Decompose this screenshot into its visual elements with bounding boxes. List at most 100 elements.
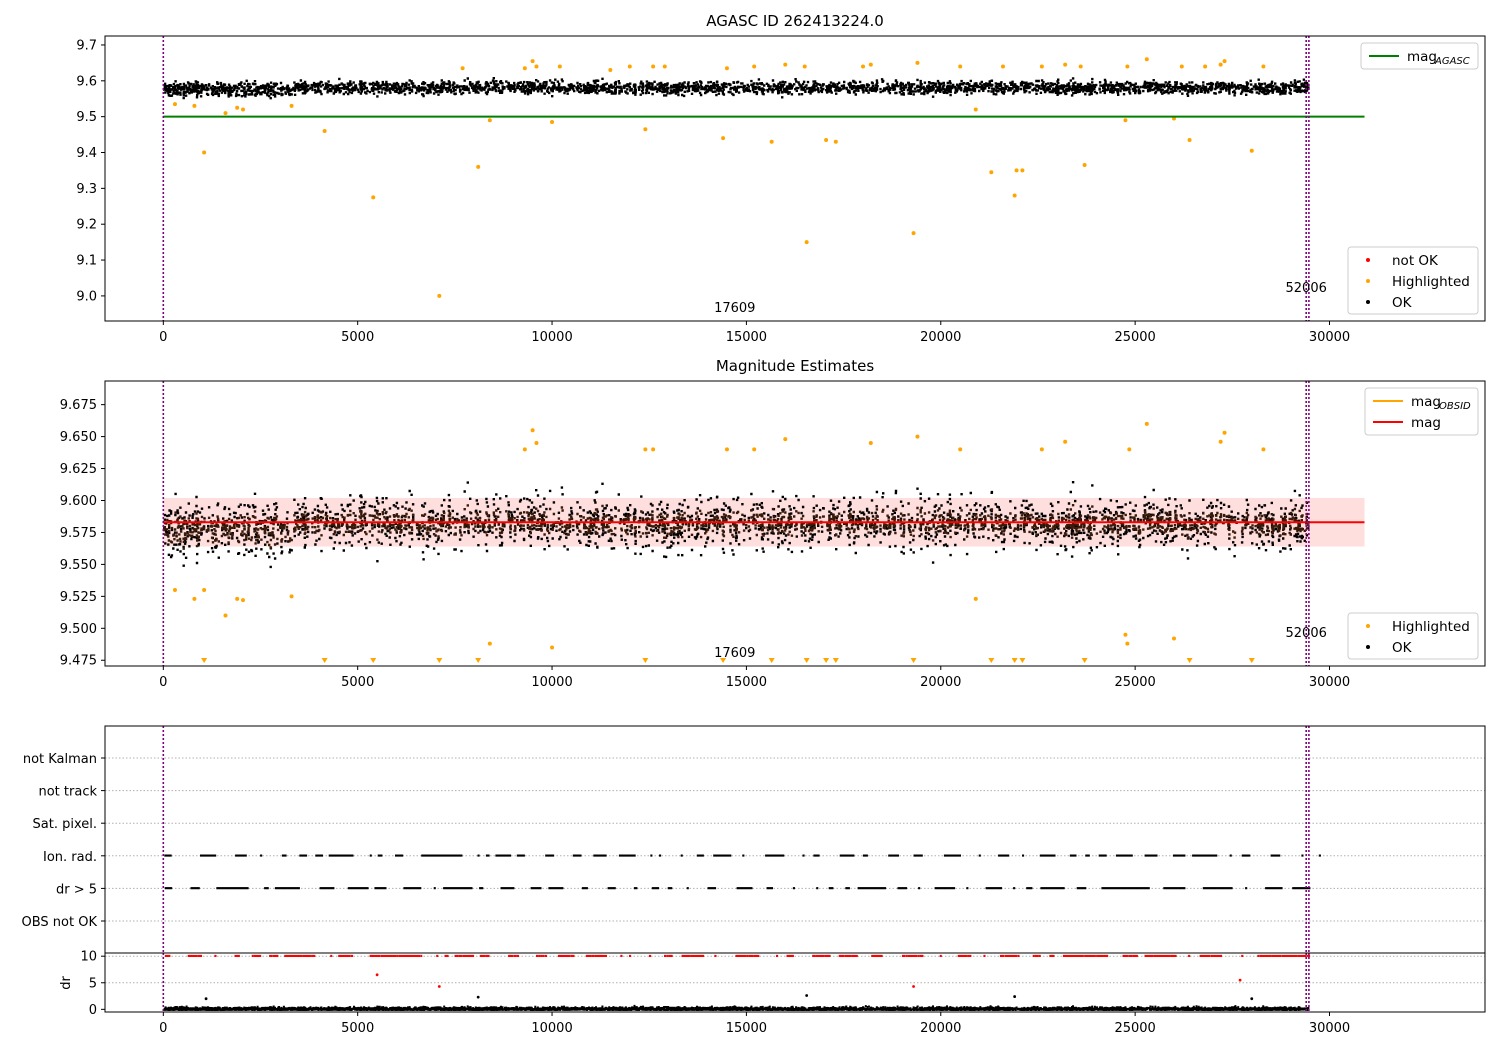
y-tick-label: 9.2	[76, 218, 97, 233]
highlighted-point	[627, 64, 632, 69]
out-of-range-marker	[1248, 658, 1255, 663]
highlighted-point	[608, 68, 613, 73]
x-tick-label: 0	[159, 675, 167, 690]
highlighted-point	[476, 164, 481, 169]
panel-flags: not Kalman not track Sat. pixel. Ion. rad. d…	[22, 725, 1486, 1036]
dr-outlier-point	[1250, 997, 1254, 1001]
highlighted-point	[172, 587, 177, 592]
legend-label: mag	[1411, 394, 1441, 410]
legend-label: mag	[1411, 415, 1441, 431]
flag-markers	[164, 854, 1321, 857]
highlighted-point	[989, 170, 994, 175]
highlighted-point	[911, 231, 916, 236]
obsid-label: 17609	[714, 646, 755, 661]
x-tick-label: 10000	[531, 675, 572, 690]
plot-area	[162, 381, 1365, 666]
panel-magnitude-estimates: 17609 52006 0 5000 10000 15000 20000 25000 30000…	[60, 380, 1486, 690]
x-tick-label: 0	[159, 330, 167, 345]
y-tick-label: 9.650	[60, 430, 97, 445]
highlighted-point	[460, 66, 465, 71]
axes-frame	[104, 35, 1486, 322]
highlighted-point	[1123, 632, 1128, 637]
highlighted-point	[1127, 447, 1132, 452]
out-of-range-marker	[1081, 658, 1088, 663]
highlighted-point	[1222, 430, 1227, 435]
out-of-range-marker	[910, 658, 917, 663]
x-tick-label: 20000	[920, 330, 961, 345]
chart-title-agasc: AGASC ID 262413224.0	[706, 12, 884, 30]
x-tick-label: 25000	[1114, 675, 1155, 690]
highlighted-point	[202, 150, 207, 155]
highlighted-point	[534, 440, 539, 445]
y-tick-label: 9.7	[76, 38, 97, 53]
highlighted-point	[241, 107, 245, 112]
highlighted-point	[724, 66, 729, 71]
y-tick-label: 9.6	[76, 74, 97, 89]
legend-label: not OK	[1392, 253, 1439, 269]
out-of-range-marker	[832, 658, 839, 663]
x-tick-label: 5000	[341, 675, 374, 690]
y-tick-label: 9.5	[76, 110, 97, 125]
highlighted-point	[769, 139, 774, 144]
y-tick-label: 9.1	[76, 254, 97, 269]
highlighted-point	[651, 64, 656, 69]
highlighted-point	[824, 137, 829, 142]
highlighted-point	[437, 293, 442, 298]
highlighted-point	[550, 120, 555, 125]
highlighted-point	[1082, 163, 1087, 168]
flag-row-label: Ion. rad.	[43, 850, 97, 865]
dr-outlier-point	[476, 995, 480, 999]
highlighted-point	[1039, 447, 1044, 452]
highlighted-point	[223, 613, 228, 618]
highlighted-point	[522, 66, 527, 71]
legend-box	[1364, 387, 1479, 436]
out-of-range-marker	[370, 658, 377, 663]
y-tick-label: 9.3	[76, 182, 97, 197]
legend-dot-swatch	[1366, 300, 1370, 304]
highlighted-point	[202, 587, 207, 592]
highlighted-point	[1203, 64, 1208, 69]
axes-frame	[104, 725, 1486, 954]
highlighted-point	[643, 447, 648, 452]
plot-area	[162, 36, 1365, 321]
highlighted-point	[1249, 148, 1254, 153]
highlighted-point	[172, 102, 177, 107]
highlighted-point	[1039, 64, 1044, 69]
highlighted-point	[861, 64, 866, 69]
dr-ok-points	[163, 1004, 1310, 1011]
legend-box	[1360, 42, 1479, 70]
highlighted-point	[721, 136, 726, 141]
highlighted-point	[802, 64, 807, 69]
highlighted-point	[487, 118, 492, 123]
out-of-range-marker	[436, 658, 443, 663]
highlighted-point	[958, 447, 963, 452]
highlighted-point	[1144, 57, 1149, 62]
out-of-range-marker	[768, 658, 775, 663]
x-tick-label: 5000	[341, 1021, 374, 1036]
x-tick-label: 20000	[920, 1021, 961, 1036]
legend-label: OK	[1392, 295, 1413, 311]
highlighted-point	[550, 645, 555, 650]
obsid-label: 17609	[714, 301, 755, 316]
axes-frame	[104, 380, 1486, 667]
highlighted-point	[1187, 137, 1192, 142]
highlighted-point	[530, 428, 535, 433]
y-tick-label: 9.575	[60, 526, 97, 541]
highlighted-point	[783, 437, 788, 442]
panel-agasc: 17609 52006 0 5000 10000 15000 20000 25000 30000…	[76, 35, 1486, 345]
highlighted-point	[1218, 62, 1223, 67]
legend-dot-swatch	[1366, 279, 1370, 283]
x-tick-label: 30000	[1309, 1021, 1350, 1036]
highlighted-point	[289, 594, 294, 599]
ok-points	[162, 77, 1310, 100]
highlighted-point	[1063, 439, 1068, 444]
out-of-range-marker	[642, 658, 649, 663]
out-of-range-marker	[321, 658, 328, 663]
highlighted-point	[1000, 64, 1005, 69]
dr-not-ok-points	[164, 954, 1310, 957]
dr-outlier-point	[912, 985, 915, 988]
highlighted-point	[192, 103, 197, 108]
highlighted-point	[804, 240, 809, 245]
out-of-range-marker	[823, 658, 830, 663]
flag-row-label: not Kalman	[23, 752, 97, 767]
